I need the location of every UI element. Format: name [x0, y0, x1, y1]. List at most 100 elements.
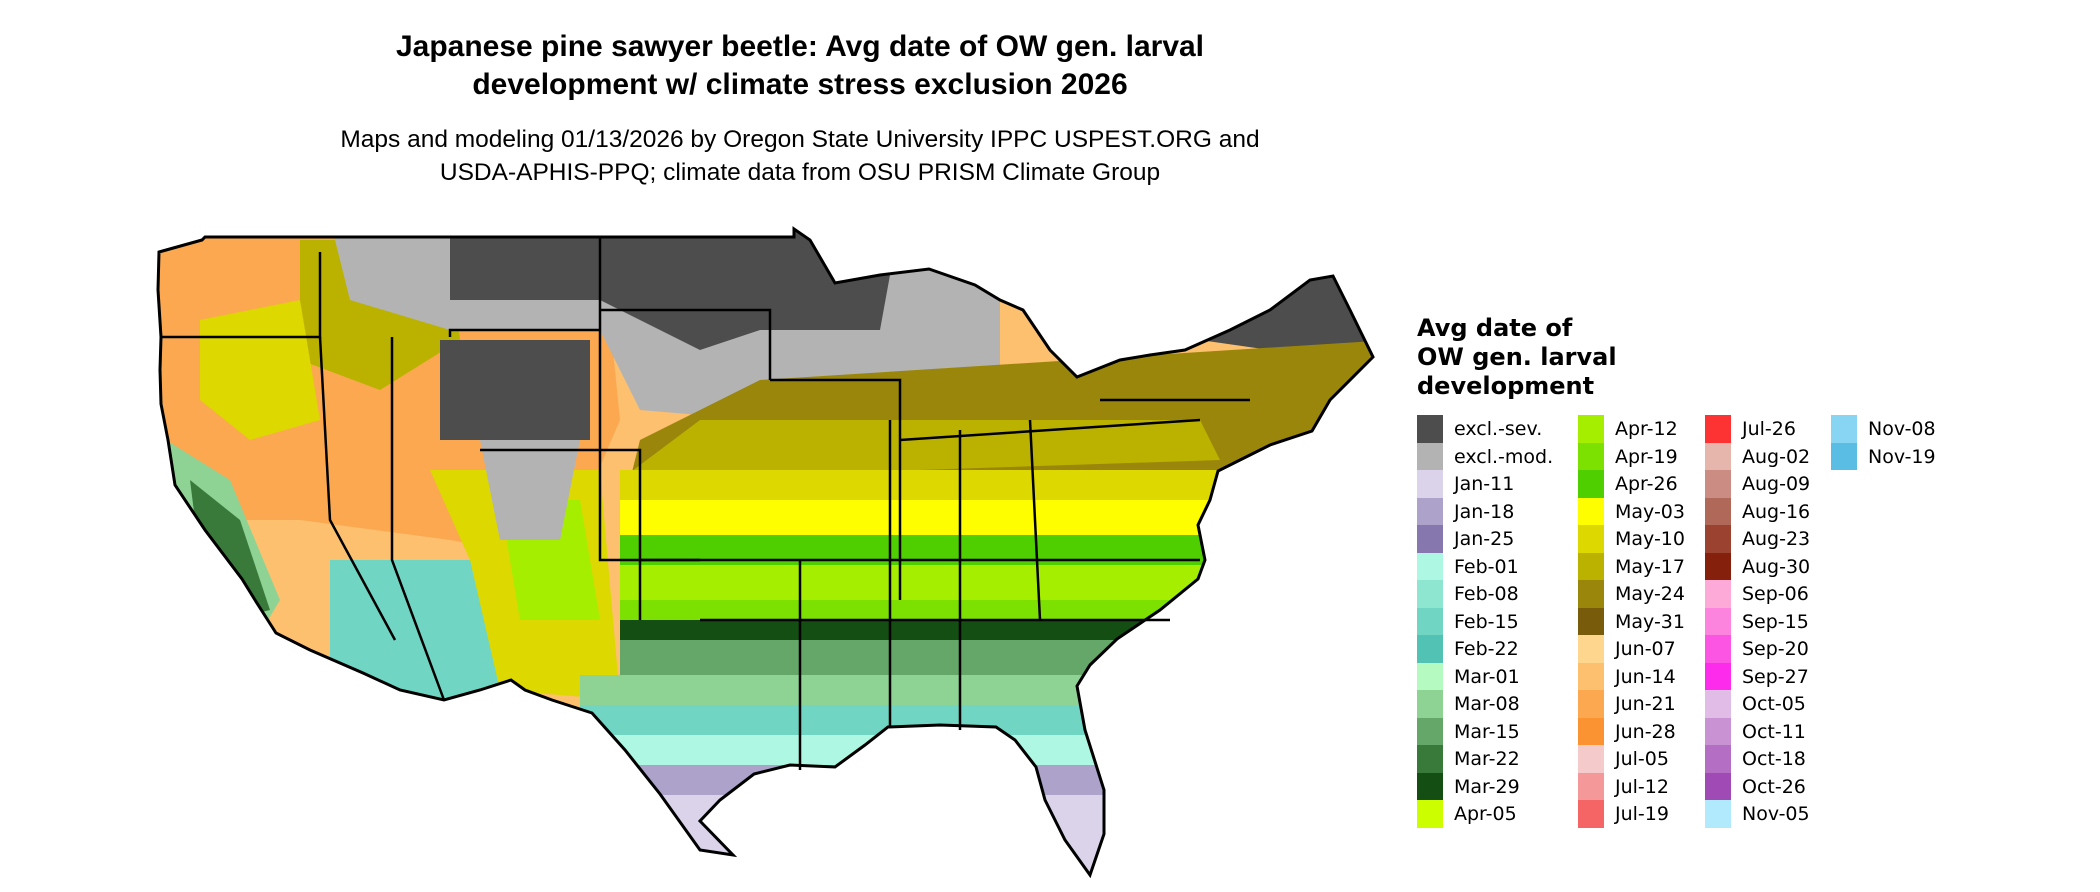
- legend-label: excl.-mod.: [1454, 445, 1554, 468]
- legend-swatch: [1578, 525, 1604, 553]
- legend-swatch: [1705, 690, 1731, 718]
- legend-swatch: [1578, 552, 1604, 580]
- legend-label: Apr-05: [1454, 803, 1517, 825]
- legend-swatch: [1705, 525, 1731, 553]
- legend-swatch: [1417, 772, 1443, 800]
- legend-label: Jan-18: [1454, 500, 1515, 523]
- legend-swatch: [1417, 800, 1443, 828]
- legend-label: Aug-23: [1742, 528, 1811, 550]
- legend-label: Apr-12: [1615, 418, 1678, 440]
- legend-swatch: [1705, 662, 1731, 690]
- legend-title-line: OW gen. larval: [1417, 343, 1617, 371]
- legend-swatch: [1417, 717, 1443, 745]
- legend-swatch: [1705, 415, 1731, 443]
- legend-swatch: [1578, 580, 1604, 608]
- legend-swatch: [1705, 470, 1731, 498]
- legend-label: Jun-14: [1615, 665, 1676, 688]
- legend-label: Oct-05: [1742, 693, 1806, 715]
- legend-swatch: [1831, 442, 1857, 470]
- map-subtitle-line-1: Maps and modeling 01/13/2026 by Oregon S…: [340, 126, 1260, 153]
- legend-label: Mar-08: [1454, 693, 1520, 715]
- legend-swatch: [1705, 552, 1731, 580]
- legend-label: May-31: [1615, 610, 1685, 633]
- legend-title-line: development: [1417, 372, 1595, 400]
- legend-label: Mar-29: [1454, 775, 1520, 798]
- legend-swatch: [1417, 635, 1443, 663]
- legend-label: Oct-11: [1742, 720, 1806, 743]
- legend-swatch: [1417, 690, 1443, 718]
- legend-label: excl.-sev.: [1454, 418, 1543, 440]
- legend-swatch: [1578, 635, 1604, 663]
- legend-label: Mar-01: [1454, 665, 1520, 688]
- legend-swatch: [1578, 745, 1604, 773]
- legend-label: Aug-09: [1742, 473, 1811, 495]
- legend-swatch: [1417, 442, 1443, 470]
- legend-label: Sep-15: [1742, 610, 1809, 633]
- legend-swatch: [1417, 580, 1443, 608]
- legend-label: Mar-15: [1454, 720, 1520, 743]
- legend-swatch: [1705, 442, 1731, 470]
- legend-swatch: [1705, 635, 1731, 663]
- map-title-line-1: Japanese pine sawyer beetle: Avg date of…: [395, 30, 1205, 63]
- legend-label: Aug-30: [1742, 555, 1811, 578]
- legend-label: Jan-11: [1454, 473, 1515, 495]
- legend-label: Jan-25: [1454, 528, 1515, 550]
- legend-label: May-03: [1615, 500, 1685, 523]
- legend-swatch: [1417, 470, 1443, 498]
- map-title-line-2: development w/ climate stress exclusion …: [472, 68, 1128, 101]
- state-borders: [161, 237, 1250, 770]
- legend-label: Nov-08: [1868, 418, 1936, 440]
- legend-swatch: [1578, 772, 1604, 800]
- legend-label: Jun-21: [1615, 693, 1676, 715]
- legend-swatch: [1417, 497, 1443, 525]
- legend-swatch: [1831, 415, 1857, 443]
- legend-label: Oct-18: [1742, 748, 1806, 770]
- legend-label: Sep-27: [1742, 665, 1809, 688]
- legend-swatch: [1578, 717, 1604, 745]
- legend-swatch: [1417, 525, 1443, 553]
- legend-swatch: [1578, 497, 1604, 525]
- legend-label: Feb-01: [1454, 555, 1519, 578]
- legend-label: Aug-16: [1742, 500, 1811, 523]
- legend-label: Jul-12: [1615, 775, 1669, 798]
- legend-swatch: [1705, 800, 1731, 828]
- legend-label: Apr-19: [1615, 445, 1678, 468]
- legend-title: Avg date of OW gen. larval development: [1417, 314, 1617, 401]
- legend-swatch: [1705, 717, 1731, 745]
- legend-label: Feb-22: [1454, 638, 1519, 660]
- legend-label: Jun-07: [1615, 638, 1676, 660]
- legend-label: May-17: [1615, 555, 1685, 578]
- legend-title-line: Avg date of: [1417, 314, 1573, 342]
- legend-label: May-10: [1615, 528, 1685, 550]
- legend-swatch: [1417, 745, 1443, 773]
- legend-label: Sep-06: [1742, 583, 1809, 605]
- legend-label: Jul-05: [1615, 748, 1669, 770]
- legend-label: Apr-26: [1615, 473, 1678, 495]
- legend-label: Oct-26: [1742, 775, 1806, 798]
- legend-swatch: [1705, 607, 1731, 635]
- legend-swatch: [1705, 580, 1731, 608]
- legend-label: Feb-15: [1454, 610, 1519, 633]
- legend-swatch: [1578, 690, 1604, 718]
- legend-swatch: [1578, 415, 1604, 443]
- legend-swatch: [1578, 662, 1604, 690]
- legend-swatch: [1417, 552, 1443, 580]
- legend-label: Nov-19: [1868, 445, 1936, 468]
- legend-swatch: [1578, 442, 1604, 470]
- legend-label: Nov-05: [1742, 803, 1810, 825]
- legend-swatch: [1705, 772, 1731, 800]
- legend-label: Jul-19: [1615, 803, 1669, 825]
- legend-swatch: [1417, 415, 1443, 443]
- map-subtitle-line-2: USDA-APHIS-PPQ; climate data from OSU PR…: [439, 159, 1161, 186]
- legend-swatch: [1578, 470, 1604, 498]
- legend-label: Mar-22: [1454, 748, 1520, 770]
- legend-label: Sep-20: [1742, 638, 1809, 660]
- legend-swatch: [1705, 745, 1731, 773]
- legend-label: May-24: [1615, 583, 1685, 605]
- legend-label: Jun-28: [1615, 720, 1676, 743]
- legend-label: Feb-08: [1454, 583, 1519, 605]
- legend-swatch: [1578, 800, 1604, 828]
- legend-swatch: [1417, 662, 1443, 690]
- legend-swatch: [1417, 607, 1443, 635]
